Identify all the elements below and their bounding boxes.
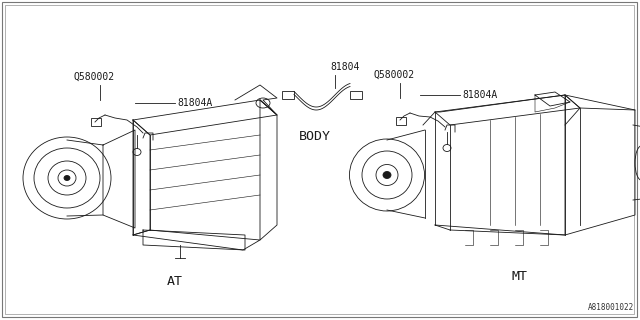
Text: 81804: 81804 — [330, 62, 360, 72]
Text: BODY: BODY — [299, 130, 331, 143]
Text: 81804A: 81804A — [177, 98, 212, 108]
Text: MT: MT — [512, 270, 528, 283]
Text: A818001022: A818001022 — [588, 303, 634, 312]
Text: Q580002: Q580002 — [73, 72, 114, 82]
Text: Q580002: Q580002 — [373, 70, 414, 80]
Bar — [350, 91, 362, 99]
Bar — [91, 118, 101, 126]
Ellipse shape — [64, 175, 70, 180]
Bar — [282, 91, 294, 99]
Text: 81804A: 81804A — [462, 90, 497, 100]
Text: AT: AT — [167, 275, 183, 288]
Bar — [396, 117, 406, 125]
Ellipse shape — [383, 172, 391, 179]
